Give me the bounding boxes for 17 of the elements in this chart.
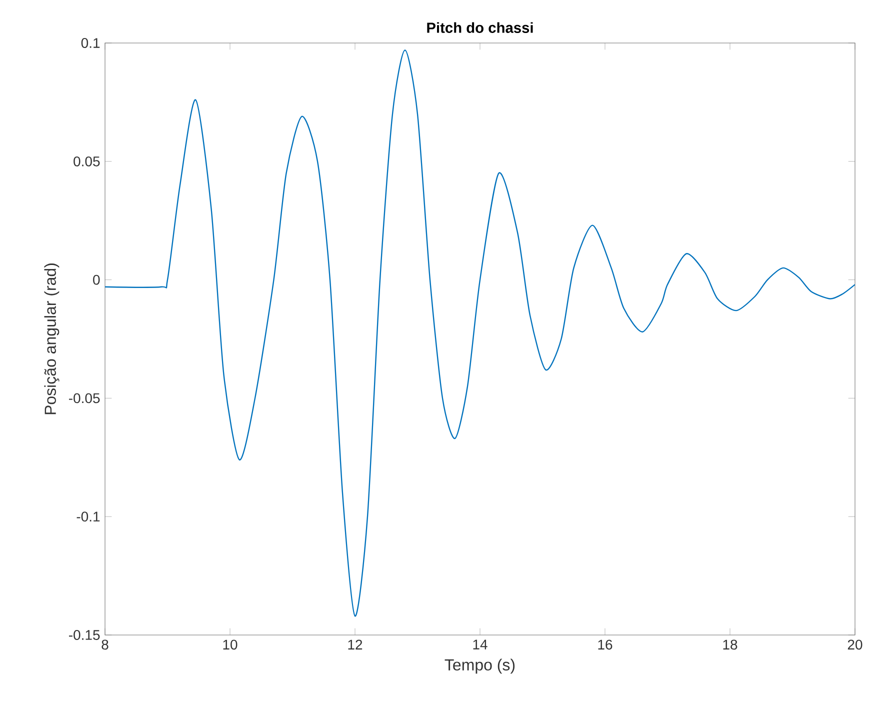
y-tick-label: -0.15	[69, 630, 100, 640]
x-tick-label: 12	[348, 640, 362, 650]
x-tick-label: 18	[723, 640, 738, 650]
y-tick-label: -0.1	[76, 512, 100, 522]
x-tick-label: 16	[598, 640, 612, 650]
y-tick-label: 0.1	[81, 38, 100, 48]
y-tick-label: 0.05	[74, 156, 100, 166]
x-tick-label: 14	[473, 640, 488, 650]
x-tick-label: 20	[848, 640, 862, 650]
chart-title: Pitch do chassi	[427, 22, 533, 33]
line-series	[105, 50, 855, 617]
y-tick-label: -0.05	[69, 393, 100, 404]
y-axis-title: Posição angular (rad)	[44, 264, 60, 414]
x-tick-label: 10	[223, 640, 238, 650]
x-axis-title: Tempo (s)	[444, 658, 515, 674]
x-tick-label: 8	[102, 640, 108, 650]
y-tick-label: 0	[93, 274, 100, 285]
